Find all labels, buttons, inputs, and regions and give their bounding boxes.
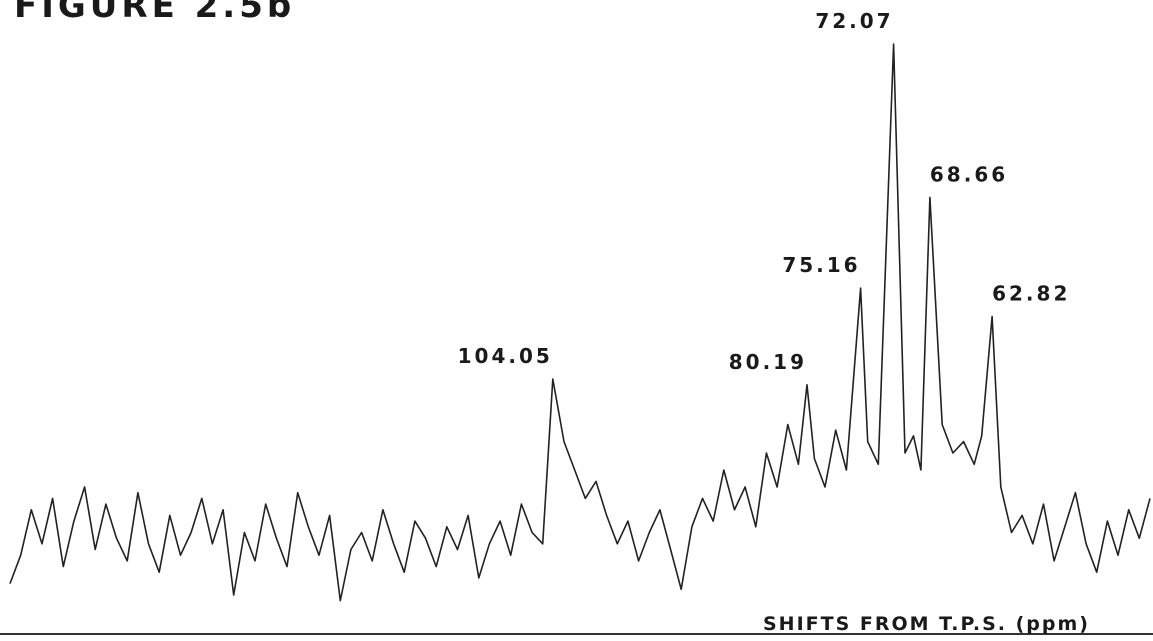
x-axis-label: SHIFTS FROM T.P.S. (ppm) bbox=[763, 613, 1090, 635]
chart-title: FIGURE 2.5b bbox=[14, 0, 296, 26]
peak-label-layer: 104.05 80.19 75.16 72.07 68.66 62.82 bbox=[458, 9, 1070, 374]
peak-label: 62.82 bbox=[992, 282, 1070, 306]
peak-label: 104.05 bbox=[458, 344, 553, 368]
peak-label: 80.19 bbox=[729, 350, 807, 374]
spectrum-trace-layer bbox=[9, 43, 1151, 602]
spectrum-line bbox=[9, 43, 1151, 602]
peak-label: 75.16 bbox=[782, 253, 860, 277]
peak-label: 72.07 bbox=[815, 9, 893, 33]
peak-label: 68.66 bbox=[930, 162, 1008, 186]
